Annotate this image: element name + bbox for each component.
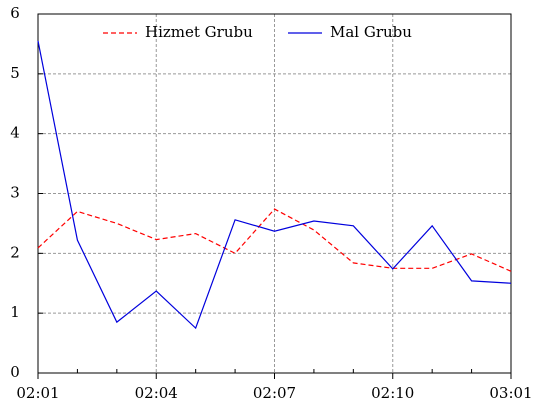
y-tick-label: 0 xyxy=(10,363,20,381)
x-tick-label: 02:07 xyxy=(253,384,296,402)
series-line xyxy=(37,40,512,330)
legend-label: Mal Grubu xyxy=(330,23,412,41)
series-line xyxy=(37,208,512,272)
x-tick-label: 02:01 xyxy=(16,384,59,402)
y-tick-label: 4 xyxy=(10,124,20,142)
legend-label: Hizmet Grubu xyxy=(145,23,253,41)
x-tick-label: 02:10 xyxy=(371,384,414,402)
y-tick-label: 5 xyxy=(10,64,20,82)
y-tick-label: 3 xyxy=(10,184,20,202)
x-tick-label: 02:04 xyxy=(135,384,178,402)
y-tick-label: 6 xyxy=(10,4,20,22)
y-tick-label: 2 xyxy=(10,243,20,261)
x-tick-label: 03:01 xyxy=(489,384,532,402)
plot-frame xyxy=(37,13,512,374)
y-tick-label: 1 xyxy=(10,303,20,321)
